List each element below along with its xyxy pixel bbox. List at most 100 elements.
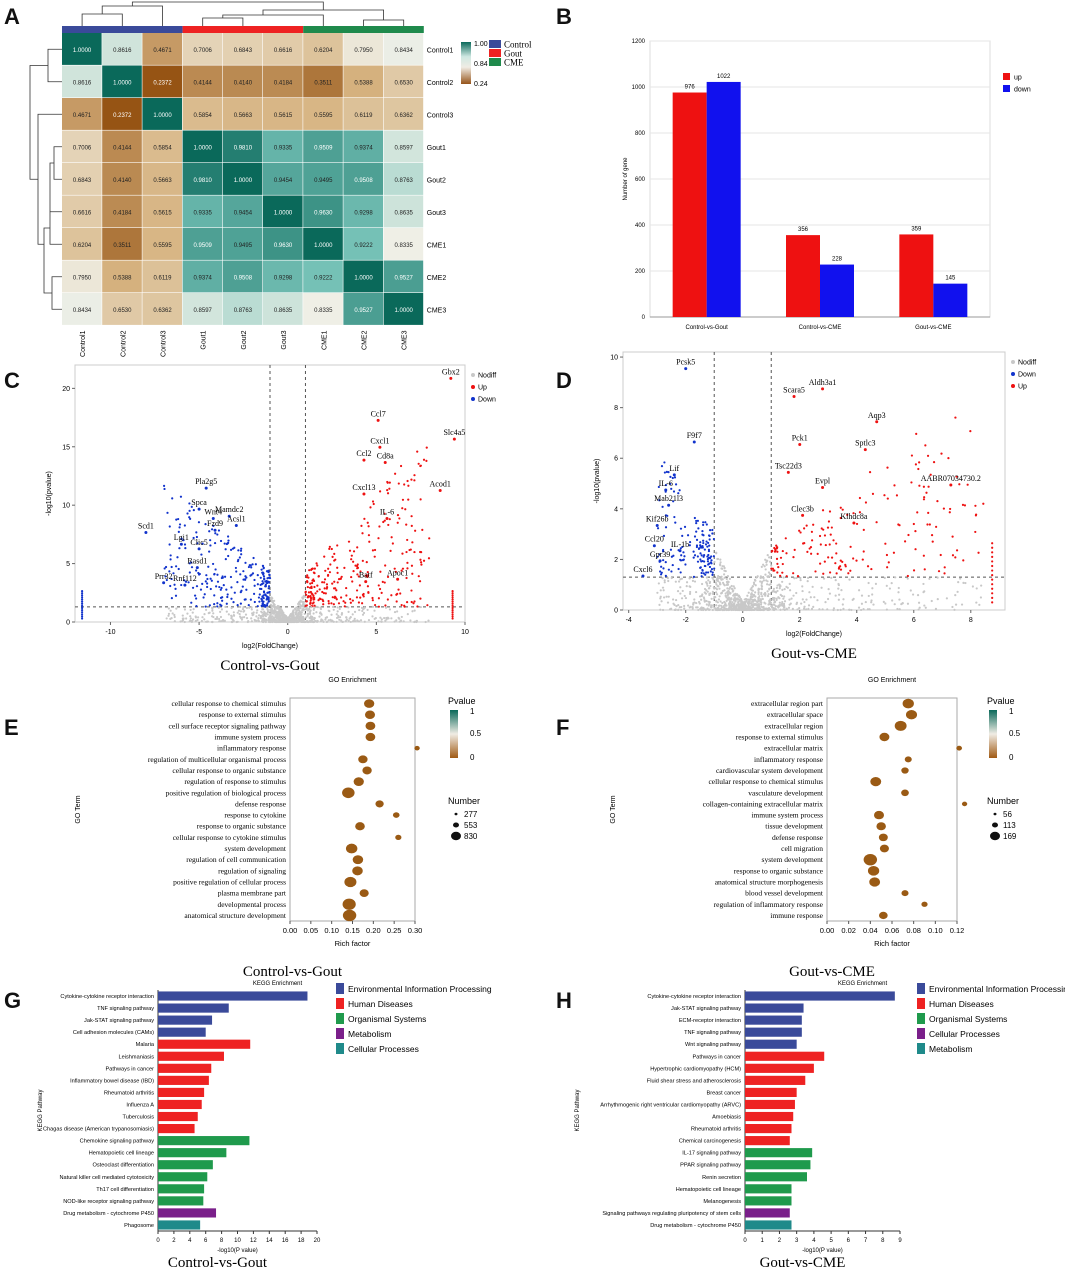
data-point [216, 605, 219, 608]
heatmap-cell-value: 0.8616 [113, 48, 132, 54]
x-tick-label: 8 [220, 1238, 224, 1244]
data-point [227, 539, 230, 542]
data-point [715, 588, 719, 591]
data-point [302, 602, 305, 606]
data-point [680, 597, 684, 600]
data-point [324, 569, 327, 572]
gene-point [792, 394, 796, 398]
x-tick-label: 5 [374, 629, 378, 636]
data-point [883, 576, 886, 580]
go-term-label: anatomical structure development [184, 911, 287, 920]
data-point [841, 603, 844, 606]
data-point [302, 607, 305, 611]
data-point [373, 555, 376, 558]
data-point [775, 597, 778, 600]
pathway-label: Pathways in cancer [105, 1066, 154, 1072]
data-point [204, 580, 207, 583]
data-point [723, 576, 726, 579]
x-tick-label: 0.20 [366, 926, 381, 935]
data-point [806, 550, 809, 553]
data-point [753, 608, 756, 611]
data-point [256, 583, 259, 586]
data-point [177, 567, 180, 571]
data-point [930, 533, 934, 537]
go-bubble [365, 721, 376, 731]
y-axis-title: -log10(pvalue) [46, 471, 53, 516]
data-point [849, 545, 852, 548]
data-point [273, 609, 276, 612]
data-point [175, 607, 178, 610]
data-point [917, 467, 920, 471]
heatmap-cell-value: 0.4140 [113, 178, 132, 184]
data-point [266, 610, 270, 613]
data-point [330, 613, 333, 616]
data-point [728, 603, 731, 606]
data-point [714, 591, 718, 594]
data-point [250, 620, 253, 623]
data-point [713, 595, 716, 598]
data-point [168, 543, 171, 546]
group-bar-cme [303, 26, 424, 33]
legend-swatch [336, 1013, 344, 1024]
data-point [832, 608, 835, 612]
go-term-label: cellular response to cytokine stimulus [173, 833, 286, 842]
data-point [414, 529, 417, 532]
data-point [705, 540, 708, 543]
data-point [670, 576, 673, 580]
data-point [955, 549, 959, 552]
heatmap-cell [303, 293, 343, 325]
gene-point [385, 517, 389, 521]
data-point [402, 620, 405, 623]
data-point [864, 600, 867, 604]
data-point [701, 559, 704, 563]
data-point [361, 559, 364, 562]
data-point [258, 593, 261, 596]
data-point [737, 594, 740, 598]
data-point [702, 572, 705, 575]
data-point [696, 519, 699, 522]
data-point [344, 601, 347, 604]
top-dendrogram [81, 1, 405, 26]
go-term-label: response to external stimulus [199, 710, 286, 719]
data-point [334, 596, 337, 599]
data-point [305, 600, 308, 603]
data-point [709, 570, 712, 573]
data-point [248, 606, 251, 609]
legend-marker [471, 385, 475, 389]
data-point [244, 578, 247, 581]
data-point [677, 567, 680, 571]
data-point [857, 589, 861, 592]
pathway-bar [745, 1111, 794, 1122]
data-point [322, 591, 326, 595]
gene-label: Rnf112 [173, 574, 197, 583]
data-point [982, 502, 985, 505]
data-point [276, 617, 279, 620]
gene-label: Acsl1 [227, 515, 246, 524]
data-point [218, 620, 221, 623]
legend-label: Organismal Systems [929, 1014, 1007, 1024]
gene-point [378, 445, 382, 449]
data-point [721, 581, 725, 584]
x-tick-label: 6 [847, 1238, 851, 1244]
y-axis-title: KEGG Pathway [38, 1089, 44, 1131]
data-point [778, 587, 781, 590]
data-point [926, 454, 930, 457]
x-tick-label: 16 [282, 1238, 289, 1244]
pathway-bar [745, 1027, 802, 1037]
data-point [808, 591, 811, 594]
data-point [266, 608, 269, 611]
data-point [371, 549, 375, 552]
data-point [360, 606, 364, 609]
data-point [807, 576, 810, 579]
data-point [848, 578, 851, 581]
data-point [810, 530, 813, 533]
data-point [954, 603, 958, 606]
data-point [658, 499, 661, 502]
go-term-label: cell surface receptor signaling pathway [169, 721, 287, 730]
y-axis-title: KEGG Pathway [575, 1089, 581, 1131]
data-point [318, 588, 321, 591]
heatmap-cell-value: 0.9810 [234, 145, 253, 151]
data-point [764, 594, 767, 597]
data-point [841, 508, 844, 511]
data-point [167, 612, 171, 615]
